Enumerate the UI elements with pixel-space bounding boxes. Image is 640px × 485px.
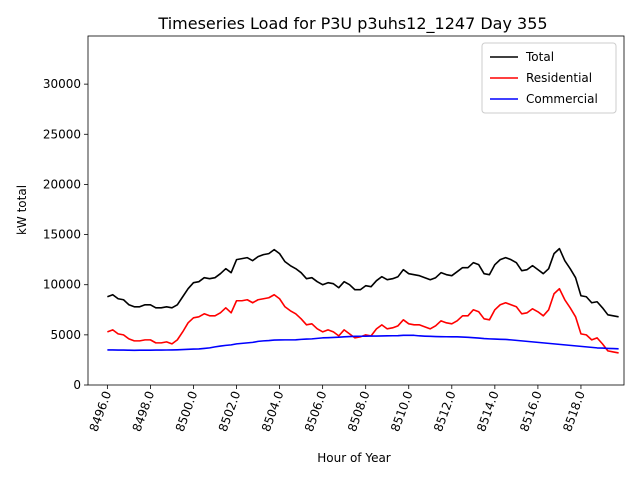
legend-box [481,42,617,114]
legend-label-total: Total [525,50,554,64]
y-axis-label: kW total [15,185,29,235]
series-line-total [107,247,619,318]
y-tick-label: 25000 [43,127,81,141]
legend: Total Residential Commercial [481,42,617,114]
axes-frame [87,35,625,386]
y-tick-label: 10000 [43,278,81,292]
legend-label-commercial: Commercial [526,92,598,106]
y-tick-label: 15000 [43,228,81,242]
y-tick-label: 20000 [43,177,81,191]
y-tick-label: 5000 [50,328,81,342]
chart-title: Timeseries Load for P3U p3uhs12_1247 Day… [157,14,547,34]
y-tick-label: 0 [73,378,81,392]
y-tick-label: 30000 [43,77,81,91]
series-line-commercial [107,334,619,352]
legend-label-residential: Residential [526,71,592,85]
x-axis-label: Hour of Year [317,451,391,465]
